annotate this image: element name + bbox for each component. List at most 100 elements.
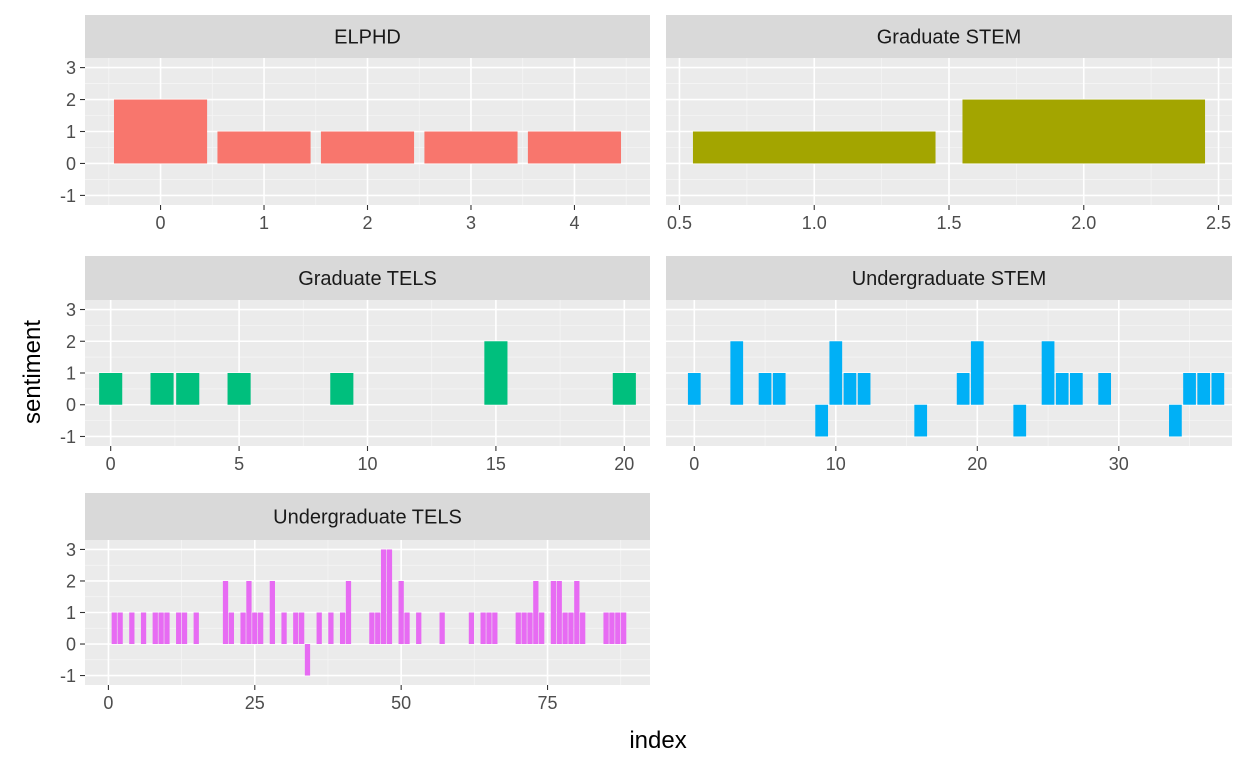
bar-undergraduate-tels-34 [304,644,311,676]
bar-undergraduate-stem-3 [730,341,744,405]
bar-undergraduate-stem-6 [772,373,786,405]
bar-undergraduate-tels-46 [375,612,381,645]
x-axis-title: index [629,727,686,754]
x-tick-label: 0 [106,454,116,474]
bar-undergraduate-tels-81 [580,612,586,645]
x-tick-label: 75 [538,693,558,713]
bar-elphd-1 [217,131,311,164]
bar-graduate-tels-0 [99,373,123,405]
x-tick-label: 2.0 [1071,213,1096,233]
bar-undergraduate-stem-0 [687,373,701,405]
strip-undergraduate-stem [666,256,1232,300]
bar-undergraduate-tels-9 [158,612,164,645]
bar-undergraduate-stem-35 [1183,373,1196,405]
bar-undergraduate-tels-77 [556,580,562,645]
y-tick-label: -1 [60,666,76,686]
bar-undergraduate-tels-41 [345,580,352,645]
x-tick-label: 50 [391,693,411,713]
bar-undergraduate-tels-12 [176,612,182,645]
bar-undergraduate-tels-20 [222,580,229,645]
bar-undergraduate-stem-26 [1055,373,1069,405]
bar-undergraduate-tels-47 [380,549,387,645]
bar-undergraduate-tels-28 [269,580,275,645]
y-tick-label: 1 [66,603,76,623]
strip-title-graduate-tels: Graduate TELS [298,268,437,290]
bar-undergraduate-stem-12 [857,373,871,405]
panel-undergraduate-tels: Undergraduate TELS -1 0 1 2 3 0 25 50 75 [60,493,650,713]
bar-graduate-stem-2 [962,99,1206,164]
y-tick-label: 2 [66,332,76,352]
bar-undergraduate-stem-19 [956,373,970,405]
x-tick-label: 15 [486,454,506,474]
bar-undergraduate-tels-36 [316,612,322,645]
bar-undergraduate-stem-11 [843,373,857,405]
x-tick-label: 0 [156,213,166,233]
bar-undergraduate-tels-30 [281,612,287,645]
bar-undergraduate-stem-5 [758,373,772,405]
bar-graduate-tels-9 [330,373,354,405]
x-tick-label: 0 [689,454,699,474]
bar-undergraduate-tels-85 [603,612,609,645]
strip-title-graduate-stem: Graduate STEM [877,27,1022,49]
bar-graduate-stem-1 [692,131,936,164]
bar-undergraduate-tels-4 [129,612,135,645]
bar-undergraduate-tels-50 [398,580,404,645]
bar-undergraduate-tels-48 [386,549,393,645]
bar-undergraduate-tels-74 [539,612,545,645]
bar-undergraduate-stem-9 [815,404,829,437]
bar-undergraduate-tels-53 [416,612,422,645]
strip-graduate-tels [85,256,650,300]
y-tick-label: 3 [66,300,76,320]
x-tick-label: 30 [1109,454,1129,474]
panel-graduate-stem: Graduate STEM 0.5 1.0 1.5 2.0 2.5 [666,15,1232,233]
strip-elphd [85,15,650,58]
bar-undergraduate-stem-23 [1013,404,1027,437]
x-tick-label: 10 [826,454,846,474]
bar-undergraduate-tels-66 [492,612,498,645]
bar-undergraduate-tels-73 [533,580,539,645]
panel-graduate-tels: Graduate TELS -1 0 1 2 3 0 5 10 15 20 [60,256,650,474]
bar-undergraduate-stem-16 [914,404,928,437]
panel-undergraduate-stem: Undergraduate STEM 0 10 20 30 [666,256,1232,474]
bar-undergraduate-tels-70 [515,612,521,645]
bar-undergraduate-tels-33 [298,612,305,645]
y-tick-label: 0 [66,395,76,415]
bar-undergraduate-tels-80 [574,580,580,645]
x-tick-label: 0 [103,693,113,713]
bar-elphd-2 [320,131,415,164]
strip-title-undergraduate-tels: Undergraduate TELS [273,507,462,529]
bar-undergraduate-tels-15 [193,612,199,645]
x-tick-label: 1.0 [802,213,827,233]
y-tick-label: 2 [66,571,76,591]
bar-undergraduate-stem-36 [1197,373,1211,405]
bar-undergraduate-tels-71 [521,612,527,645]
bar-undergraduate-tels-40 [339,612,346,645]
bar-undergraduate-tels-76 [550,580,557,645]
bar-undergraduate-tels-10 [164,612,170,645]
strip-graduate-stem [666,15,1232,58]
x-tick-label: 4 [569,213,579,233]
bar-undergraduate-tels-23 [240,612,246,645]
bar-undergraduate-stem-29 [1098,373,1112,405]
bar-undergraduate-tels-2 [117,612,123,645]
bar-graduate-tels-2 [150,373,174,405]
bar-undergraduate-tels-8 [152,612,158,645]
bar-undergraduate-tels-79 [568,612,574,645]
x-tick-label: 5 [234,454,244,474]
panel-elphd: ELPHD -1 0 1 2 3 0 1 2 3 4 [60,15,650,233]
y-tick-label: 2 [66,90,76,110]
x-tick-label: 3 [466,213,476,233]
y-tick-label: 1 [66,122,76,142]
bar-undergraduate-stem-20 [970,341,984,405]
bar-undergraduate-tels-32 [293,612,299,645]
y-tick-label: 1 [66,364,76,384]
strip-undergraduate-tels [85,493,650,540]
bar-undergraduate-tels-13 [181,612,188,645]
y-tick-label: 3 [66,540,76,560]
bar-graduate-tels-15 [484,341,508,405]
bar-undergraduate-tels-86 [609,612,615,645]
bar-undergraduate-tels-1 [111,612,117,645]
y-tick-label: 0 [66,635,76,655]
